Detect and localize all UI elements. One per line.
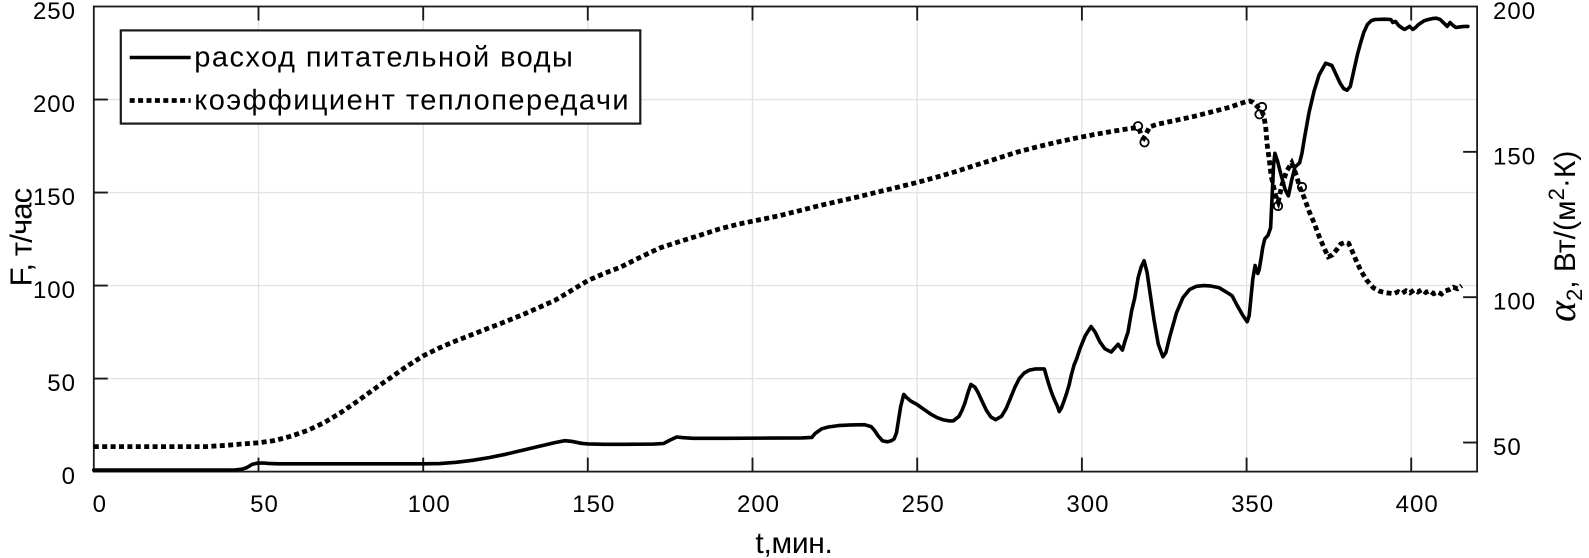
svg-text:100: 100 <box>33 277 76 304</box>
svg-text:50: 50 <box>1493 434 1522 461</box>
svg-text:200: 200 <box>33 91 76 118</box>
svg-text:150: 150 <box>572 491 615 518</box>
svg-text:150: 150 <box>1493 143 1536 170</box>
svg-text:расход питательной воды: расход питательной воды <box>194 41 574 73</box>
svg-text:200: 200 <box>1493 0 1536 25</box>
svg-text:250: 250 <box>902 491 945 518</box>
svg-text:350: 350 <box>1231 491 1274 518</box>
svg-text:100: 100 <box>408 491 451 518</box>
svg-text:300: 300 <box>1066 491 1109 518</box>
svg-text:150: 150 <box>33 184 76 211</box>
svg-text:F, т/час: F, т/час <box>4 188 39 286</box>
svg-text:100: 100 <box>1493 289 1536 316</box>
svg-text:400: 400 <box>1396 491 1439 518</box>
svg-text:0: 0 <box>62 463 76 490</box>
svg-text:250: 250 <box>33 0 76 25</box>
svg-text:50: 50 <box>250 491 279 518</box>
svg-text:200: 200 <box>737 491 780 518</box>
svg-text:50: 50 <box>47 370 76 397</box>
svg-text:t,мин.: t,мин. <box>755 527 832 558</box>
svg-text:α2, Вт/(м2·К): α2, Вт/(м2·К) <box>1539 151 1587 322</box>
svg-text:коэффициент теплопередачи: коэффициент теплопередачи <box>194 84 630 116</box>
svg-text:0: 0 <box>93 491 107 518</box>
